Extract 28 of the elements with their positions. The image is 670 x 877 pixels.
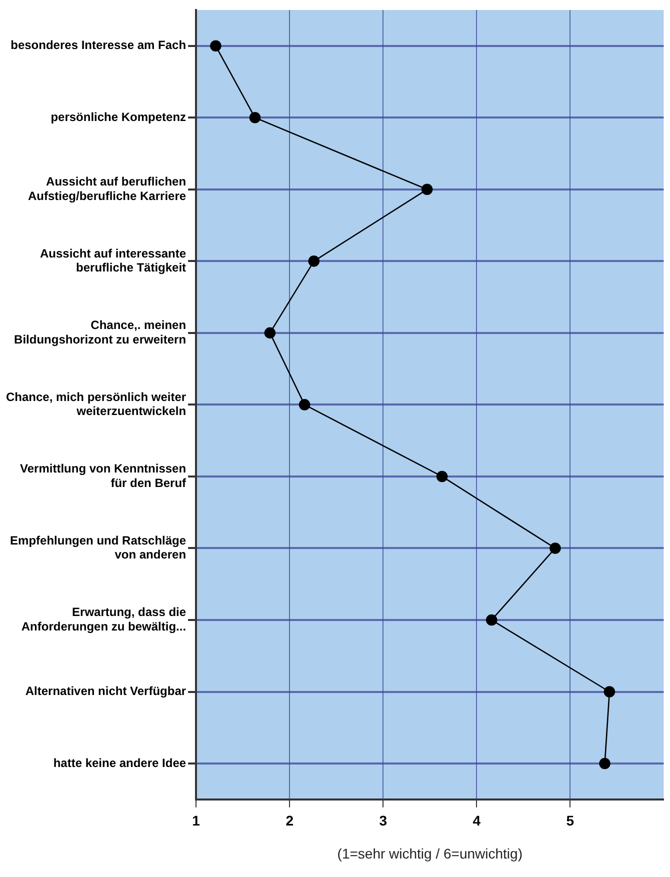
y-tick-label: hatte keine andere Idee	[53, 756, 186, 770]
y-tick-label: Aussicht auf beruflichen Aufstieg/berufliche Karriere	[28, 174, 186, 203]
y-tick-label: Aussicht auf interessante berufliche Tätigkeit	[40, 246, 186, 275]
y-tick-label: Vermittlung von Kenntnissen für den Beruf	[20, 462, 188, 490]
y-tick-label: Empfehlungen und Ratschläge von anderen	[10, 533, 186, 562]
x-tick-label: 5	[566, 812, 574, 829]
point	[298, 399, 310, 410]
y-tick-label: Alternativen nicht Verfügbar	[25, 684, 186, 698]
y-tick-label: besonderes Interesse am Fach	[10, 38, 186, 52]
x-tick-label: 3	[379, 812, 388, 829]
point	[599, 758, 610, 770]
point	[308, 256, 320, 267]
y-tick-label: persönliche Kompetenz	[50, 110, 186, 124]
x-tick-label: 1	[192, 812, 200, 829]
y-tick-label: Chance,. meinen Bildungshorizont zu erweitern	[14, 318, 186, 346]
point	[249, 112, 261, 124]
point	[436, 470, 448, 482]
x-tick-label: 2	[286, 812, 294, 829]
point	[421, 184, 433, 196]
y-tick-label: Chance, mich persönlich weiter weiterzuentwickeln	[6, 390, 186, 418]
point	[550, 542, 561, 554]
point	[486, 614, 498, 626]
x-tick-label: 4	[472, 812, 481, 829]
point	[604, 686, 616, 698]
x-axis-title: (1=sehr wichtig / 6=unwichtig)	[337, 845, 522, 862]
y-tick-label: Erwartung, dass die Anforderungen zu bewältig...	[21, 605, 186, 634]
point	[264, 327, 276, 339]
point	[210, 40, 222, 52]
